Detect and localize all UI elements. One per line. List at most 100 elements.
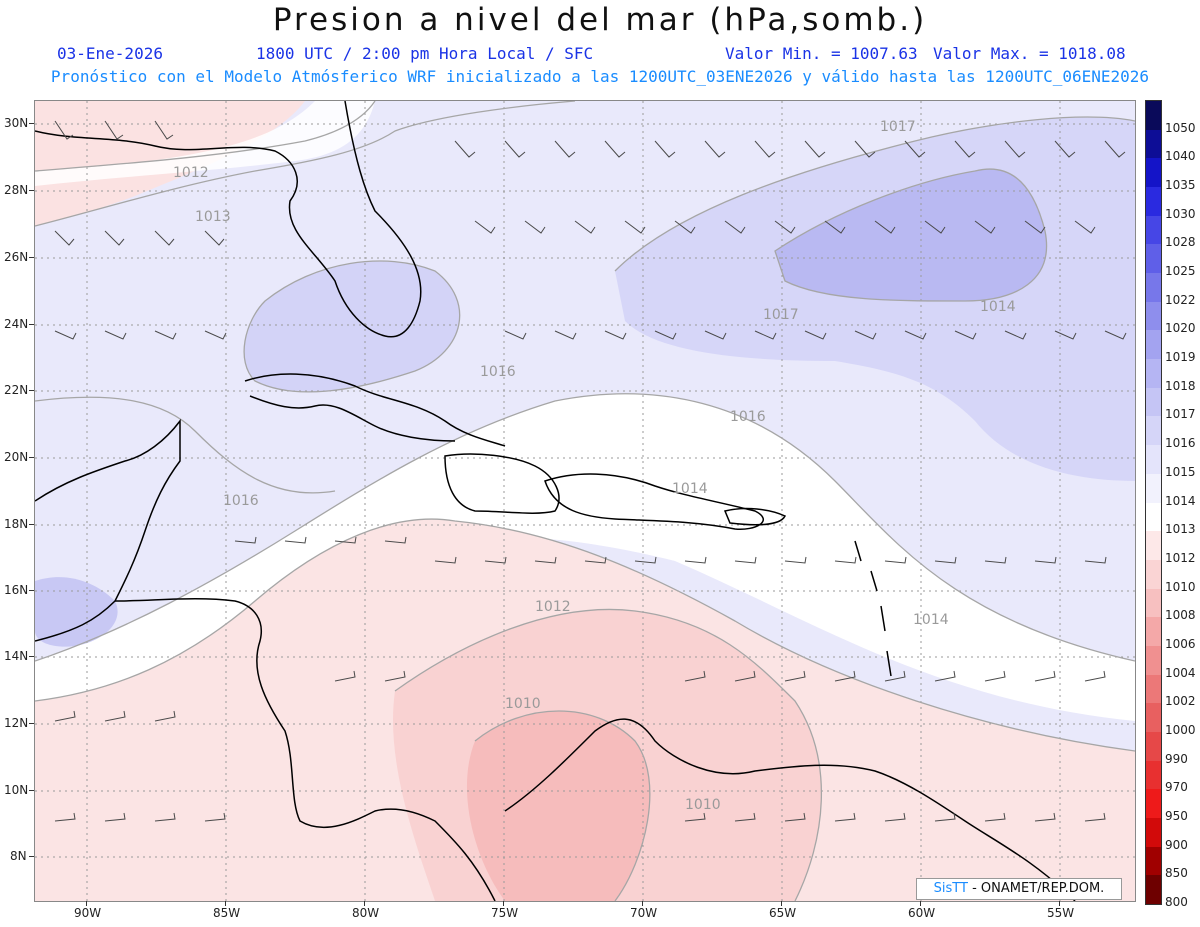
colorbar-cell — [1146, 158, 1161, 188]
isobar-labels: 1012 1013 1016 1016 1016 1017 1017 1014 … — [173, 119, 1016, 813]
colorbar-cell — [1146, 187, 1161, 217]
lat-label: 12N — [4, 716, 29, 730]
colorbar-cell — [1146, 387, 1161, 417]
colorbar-label: 1050 — [1165, 120, 1196, 135]
sistt-logo: SisTT — [933, 881, 968, 896]
isobar-label: 1014 — [913, 612, 949, 628]
colorbar-label: 1006 — [1165, 636, 1196, 651]
colorbar-label: 1002 — [1165, 694, 1196, 709]
coast-central-america — [114, 598, 496, 901]
lon-label: 55W — [1047, 906, 1075, 920]
colorbar-cell — [1146, 330, 1161, 360]
colorbar-label: 1012 — [1165, 550, 1196, 565]
isobar-label: 1010 — [505, 696, 541, 712]
lat-label: 10N — [4, 783, 29, 797]
map-canvas: 1012 1013 1016 1016 1016 1017 1017 1014 … — [35, 101, 1135, 901]
field-high-core — [775, 169, 1047, 301]
lon-label: 90W — [74, 906, 102, 920]
field-high-bahamas — [244, 261, 460, 392]
lat-label: 14N — [4, 649, 29, 663]
isobar-label: 1017 — [880, 119, 916, 135]
coast-hispaniola-east — [544, 473, 764, 530]
colorbar-cell — [1146, 731, 1161, 762]
lat-label: 24N — [4, 317, 29, 331]
isobar-label: 1012 — [173, 165, 209, 181]
isobar-label: 1016 — [730, 409, 766, 425]
isobar-label: 1010 — [685, 797, 721, 813]
isobar-label: 1014 — [672, 481, 708, 497]
field-low-inner — [466, 711, 650, 901]
colorbar-cell — [1146, 703, 1161, 733]
colorbar-label: 1016 — [1165, 436, 1196, 451]
isobar-label: 1013 — [195, 209, 231, 225]
colorbar-cell — [1146, 559, 1161, 590]
colorbar-cell — [1146, 244, 1161, 274]
lat-label: 16N — [4, 583, 29, 597]
colorbar-label: 1008 — [1165, 608, 1196, 623]
credit-text: - ONAMET/REP.DOM. — [972, 881, 1105, 896]
forecast-subtitle: Pronóstico con el Modelo Atmósferico WRF… — [50, 67, 1150, 86]
colorbar-cell — [1146, 846, 1161, 876]
colorbar-cell — [1146, 502, 1161, 532]
colorbar-cell — [1146, 359, 1161, 389]
isobar-label: 1017 — [763, 307, 799, 323]
coast-lesser-antilles — [854, 540, 892, 677]
colorbar-label: 800 — [1165, 895, 1188, 909]
coast-puerto-rico — [723, 507, 787, 526]
coast-south-america — [504, 718, 1076, 901]
colorbar-cell — [1146, 617, 1161, 647]
lon-label: 60W — [908, 906, 936, 920]
colorbar-label: 1010 — [1165, 579, 1196, 594]
field-high-honduras — [35, 577, 118, 647]
colorbar-cell — [1146, 301, 1161, 331]
colorbar-cell — [1146, 760, 1161, 790]
colorbar-cell — [1146, 473, 1161, 503]
colorbar-cell — [1146, 588, 1161, 618]
coastlines — [35, 101, 1076, 901]
colorbar-label: 1028 — [1165, 235, 1196, 250]
colorbar-label: 850 — [1165, 866, 1188, 881]
isobar-label: 1016 — [480, 364, 516, 380]
colorbar-cell — [1146, 817, 1161, 848]
colorbar-label: 1017 — [1165, 407, 1196, 422]
min-value: Valor Min. = 1007.63 — [725, 44, 918, 63]
colorbar-cell — [1146, 416, 1161, 446]
colorbar-label: 1022 — [1165, 292, 1196, 307]
lat-label: 20N — [4, 450, 29, 464]
colorbar-label: 1013 — [1165, 522, 1196, 537]
colorbar-label: 1014 — [1165, 493, 1196, 508]
lat-label: 26N — [4, 250, 29, 264]
colorbar-label: 1025 — [1165, 264, 1196, 279]
colorbar-label: 1018 — [1165, 378, 1196, 393]
colorbar-label: 1040 — [1165, 149, 1196, 164]
colorbar-label: 1015 — [1165, 464, 1196, 479]
isobar-label: 1012 — [535, 599, 571, 615]
colorbar-cell — [1146, 215, 1161, 245]
colorbar-cell — [1146, 674, 1161, 704]
colorbar-cell — [1146, 129, 1161, 159]
colorbar-label: 950 — [1165, 808, 1188, 823]
lon-label: 70W — [630, 906, 658, 920]
colorbar-label: 990 — [1165, 751, 1188, 766]
valid-time: 1800 UTC / 2:00 pm Hora Local / SFC — [256, 44, 594, 63]
colorbar-label: 1035 — [1165, 178, 1196, 193]
colorbar-cell — [1146, 789, 1161, 819]
colorbar-label: 1030 — [1165, 206, 1196, 221]
colorbar-label: 1004 — [1165, 665, 1196, 680]
isobars — [35, 101, 1135, 901]
colorbar-label: 1019 — [1165, 350, 1196, 365]
coast-cuba-north — [244, 373, 506, 447]
credit-box: SisTT - ONAMET/REP.DOM. — [916, 878, 1122, 900]
colorbar-cell — [1146, 273, 1161, 303]
valid-date: 03-Ene-2026 — [57, 44, 163, 63]
wind-barbs — [54, 120, 1127, 822]
lat-label: 30N — [4, 116, 29, 130]
coast-gulf-florida — [35, 101, 422, 338]
isobar-label: 1016 — [223, 493, 259, 509]
lon-label: 85W — [213, 906, 241, 920]
field-nw-white — [35, 101, 375, 186]
coast-yucatan — [35, 418, 181, 642]
colorbar-label: 1020 — [1165, 321, 1196, 336]
pressure-map: 1012 1013 1016 1016 1016 1017 1017 1014 … — [34, 100, 1136, 902]
colorbar-cell — [1146, 531, 1161, 561]
